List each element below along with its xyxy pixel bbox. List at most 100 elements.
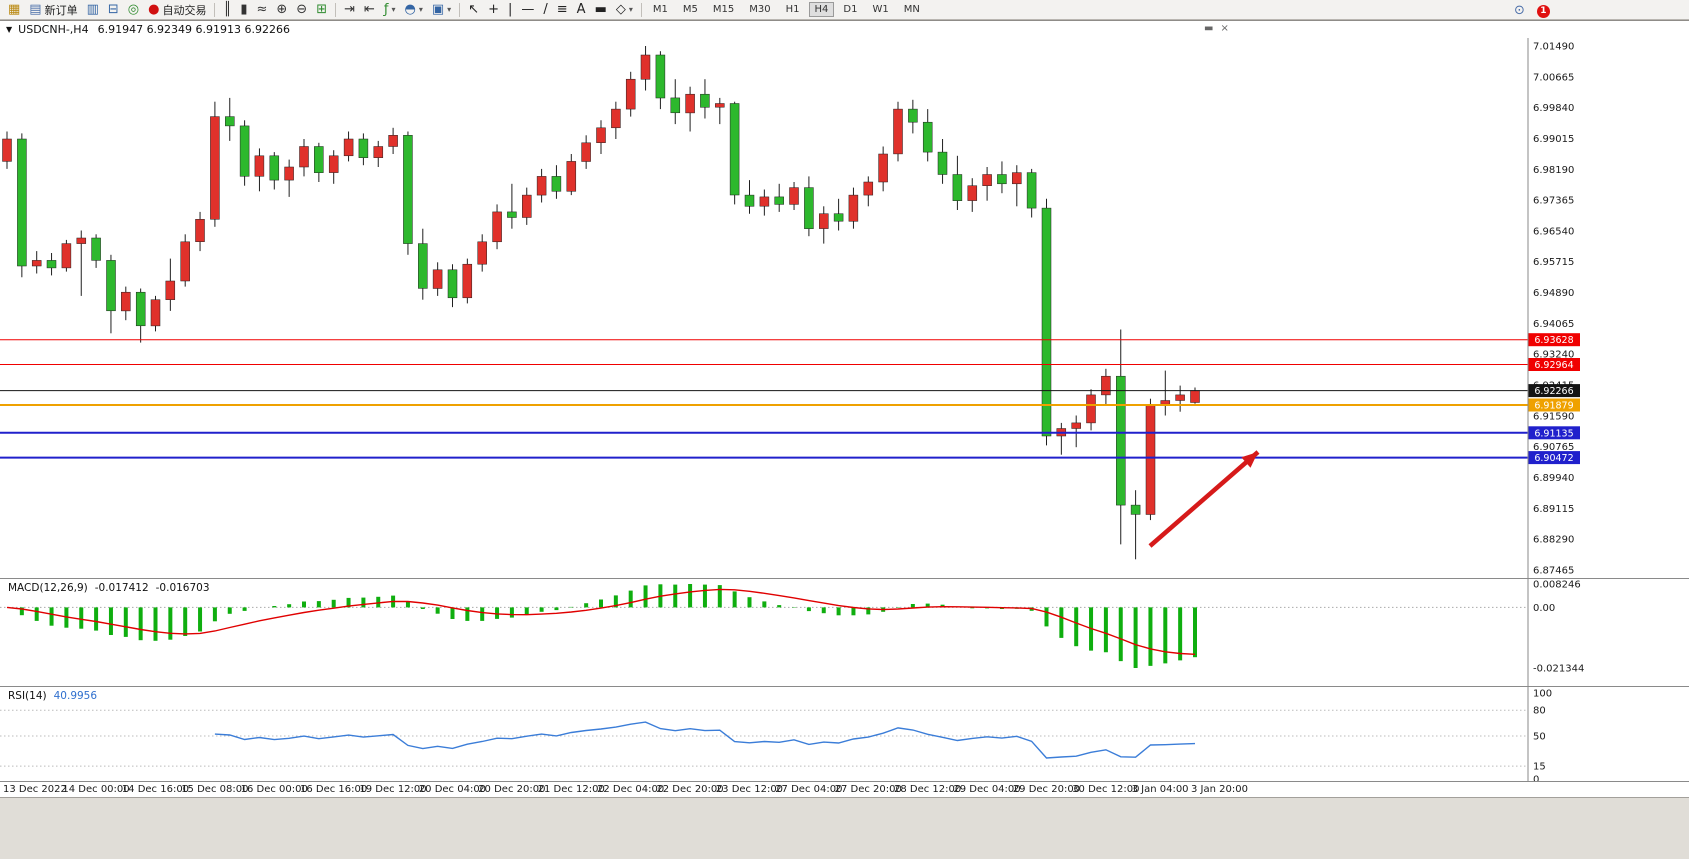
candle-body [625,78,636,110]
price-axis-label: 6.89115 [1533,504,1574,515]
timeframe-m15[interactable]: M15 [712,4,735,15]
time-axis-label: 15 Dec 08:00 [181,784,249,795]
time-axis[interactable]: 13 Dec 2022 14 Dec 00:00 14 Dec 16:00 15 De… [0,781,1689,797]
trendline-icon[interactable]: / [539,1,551,19]
price-line-tag [1528,398,1580,412]
price-axis-label: 6.87465 [1533,565,1574,576]
chart-close-icon[interactable]: × [1220,23,1229,34]
toolbar-separator [335,2,337,17]
candle-body [373,146,384,158]
price-axis-label: 6.91590 [1533,411,1574,422]
toolbar-separator [214,2,216,17]
chart-shift-icon[interactable]: ⇤ [360,1,379,19]
vertical-line-icon[interactable]: | [504,1,516,19]
timeframe-h4[interactable]: H4 [808,2,835,17]
trend-arrow[interactable] [1148,450,1260,548]
new-chart-icon: ▦ [8,1,21,17]
time-axis-label: 27 Dec 20:00 [834,784,902,795]
candle-body [284,166,294,181]
price-axis-label: 7.01490 [1533,42,1574,53]
chart-restore-icon[interactable]: ▬ [1204,23,1214,34]
price-line-tag [1528,426,1580,440]
macd-signal-line [6,588,1196,655]
candle-body [91,237,101,261]
candle-body [863,181,874,196]
candle-body [150,299,161,327]
time-axis-label: 3 Jan 04:00 [1131,784,1189,795]
text-label-icon[interactable]: ▬ [591,1,611,19]
cursor-icon: ↖ [468,1,480,17]
macd-indicator-panel[interactable]: 0.008246 0.00 -0.021344 [0,578,1689,686]
price-axis-label: 6.99015 [1533,134,1574,145]
one-click-trading-arrow-icon[interactable]: ▼ [6,25,13,34]
add-indicator-icon[interactable]: ƒ ▾ [380,1,400,19]
time-axis-label: 20 Dec 04:00 [418,784,487,795]
rsi-axis-label: 0 [1533,775,1539,782]
candle-body [952,174,963,201]
timeframe-h1[interactable]: H1 [785,4,800,15]
periods-icon[interactable]: ◓ ▾ [401,1,427,19]
line-chart-icon[interactable]: ≈ [252,1,271,19]
candle-body [551,176,562,192]
candle-body [1175,394,1185,401]
zoom-in-icon: ⊕ [276,1,288,17]
candlestick-chart-icon[interactable]: ▮ [236,1,251,19]
timeframe-mn[interactable]: MN [903,4,920,15]
zoom-out-icon[interactable]: ⊖ [292,1,311,19]
chart-profiles-icon[interactable]: ▥ [83,1,103,19]
macd-axis-max: 0.008246 [1533,580,1581,591]
search-icon[interactable]: ⊙ [1514,3,1525,18]
zoom-in-icon[interactable]: ⊕ [272,1,291,19]
auto-scroll-icon[interactable]: ⇥ [340,1,359,19]
candle-body [640,54,651,80]
candle-body [254,155,265,177]
candle-body [655,54,666,99]
candle-body [1041,207,1052,437]
candle-body [759,196,770,207]
notification-badge[interactable]: 1 [1536,4,1550,18]
fibonacci-icon[interactable]: ≡ [553,1,572,19]
crosshair-icon[interactable]: + [484,1,503,19]
candle-body [908,108,918,123]
timeframe-m30[interactable]: M30 [749,4,771,15]
price-line-tag-label: 6.91879 [1534,401,1573,412]
time-axis-label: 23 Dec 12:00 [715,784,784,795]
price-axis-label: 6.98190 [1533,165,1574,176]
trendline-icon: / [543,1,548,17]
arrows-icon: ◇ [615,1,626,17]
timeframe-w1[interactable]: W1 [872,4,889,15]
time-axis-label: 19 Dec 12:00 [359,784,427,795]
navigator-icon[interactable]: ◎ [124,1,143,19]
time-axis-label: 16 Dec 16:00 [300,784,368,795]
rsi-indicator-panel[interactable]: 100 80 50 15 0 [0,686,1689,781]
candle-body [239,125,250,177]
new-order-button[interactable]: ▤ 新订单 [25,1,81,19]
main-price-chart[interactable]: 7.01490 7.00665 6.99840 6.99015 6.98190 6.973… [0,38,1689,578]
price-axis-label: 6.88290 [1533,535,1574,546]
arrows-icon[interactable]: ◇ ▾ [612,1,637,19]
horizontal-line-icon[interactable]: — [517,1,538,19]
templates-icon: ▣ [431,1,445,17]
candle-body [432,269,443,289]
tile-windows-icon[interactable]: ⊞ [312,1,331,19]
candle-body [922,121,933,153]
candle-body [180,241,190,282]
candlestick-chart-icon: ▮ [240,1,248,17]
bar-chart-icon[interactable]: ║ [219,1,235,19]
cursor-icon[interactable]: ↖ [464,1,483,19]
templates-icon[interactable]: ▣ ▾ [428,1,455,19]
dropdown-arrow-icon: ▾ [628,5,633,14]
rsi-axis-label: 50 [1533,732,1546,743]
time-axis-label: 22 Dec 04:00 [597,784,665,795]
timeframe-m1[interactable]: M1 [652,4,668,15]
autotrading-button[interactable]: ● 自动交易 [144,1,210,19]
candle-body [106,260,116,312]
market-watch-icon[interactable]: ⊟ [104,1,123,19]
timeframe-m5[interactable]: M5 [682,4,698,15]
price-line-tag [1528,333,1580,347]
text-icon[interactable]: A [573,1,590,19]
chart-window-controls: ▬ × [1204,23,1229,34]
new-chart-icon[interactable]: ▦ [4,1,24,19]
timeframe-d1[interactable]: D1 [843,4,858,15]
time-axis-label: 27 Dec 04:00 [775,784,843,795]
